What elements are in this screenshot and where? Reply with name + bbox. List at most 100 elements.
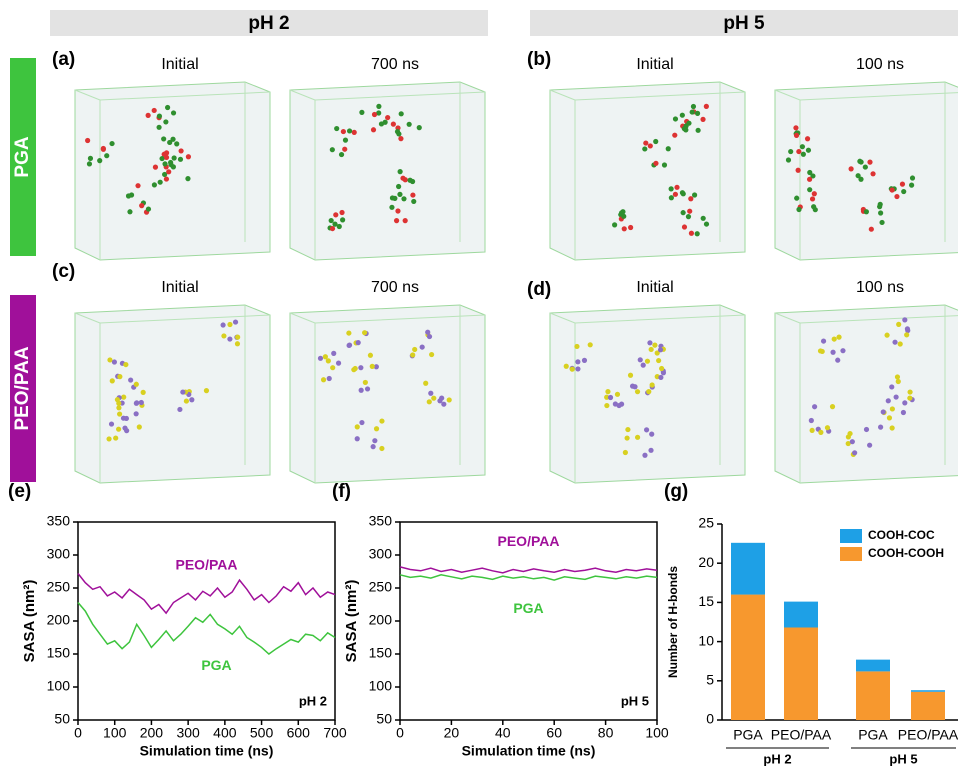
molecule-bead [159, 155, 165, 162]
molecule-bead [121, 394, 127, 400]
molecule-bead [637, 357, 643, 363]
molecule-bead [351, 129, 357, 135]
molecule-bead [355, 340, 361, 346]
molecule-bead [220, 322, 226, 328]
y-tick-label: 300 [369, 546, 393, 562]
molecule-bead [111, 359, 118, 365]
column-header: pH 5 [723, 13, 765, 34]
molecule-bead [796, 206, 802, 213]
molecule-bead [416, 125, 422, 131]
series-label: PGA [201, 657, 231, 673]
molecule-bead [221, 333, 227, 339]
panel-label: (c) [52, 261, 75, 282]
row-label: PEO/PAA [12, 346, 33, 430]
molecule-bead [232, 319, 239, 325]
panel-label: (e) [8, 481, 31, 502]
molecule-bead [117, 411, 123, 417]
molecule-bead [106, 436, 112, 442]
molecule-bead [398, 111, 404, 117]
x-tick-label: 500 [250, 725, 274, 741]
molecule-bead [325, 358, 331, 364]
molecule-bead [878, 424, 884, 430]
molecule-bead [116, 405, 122, 411]
molecule-bead [370, 444, 376, 450]
molecule-bead [358, 365, 364, 371]
y-tick-label: 5 [706, 672, 714, 688]
molecule-bead [437, 398, 443, 404]
molecule-bead [156, 113, 163, 119]
molecule-bead [624, 435, 630, 441]
molecule-bead [835, 357, 841, 363]
molecule-bead [634, 434, 641, 440]
molecule-bead [162, 171, 168, 178]
molecule-bead [685, 214, 692, 220]
bar-segment [911, 691, 945, 720]
molecule-bead [136, 424, 142, 430]
x-tick-label: 400 [213, 725, 237, 741]
molecule-bead [446, 397, 452, 403]
molecule-bead [632, 384, 638, 390]
molecule-bead [425, 329, 431, 335]
y-tick-label: 250 [369, 579, 393, 595]
molecule-bead [151, 107, 157, 114]
molecule-bead [133, 400, 139, 406]
column-header-bar [50, 10, 488, 36]
panel-label: (d) [527, 279, 551, 300]
molecule-bead [326, 375, 332, 382]
molecule-bead [811, 191, 817, 197]
bar-segment [856, 671, 890, 720]
molecule-bead [646, 389, 652, 395]
molecule-bead [687, 208, 693, 214]
molecule-bead [140, 389, 146, 395]
molecule-bead [857, 158, 863, 164]
simulation-box [289, 81, 486, 261]
plot-frame [399, 521, 658, 721]
molecule-bead [135, 183, 141, 189]
panel-label: (a) [52, 49, 75, 70]
series-label: PEO/PAA [176, 556, 238, 572]
simulation-box [74, 81, 271, 261]
molecule-bead [124, 428, 130, 434]
molecule-bead [86, 161, 93, 167]
molecule-bead [370, 127, 377, 133]
molecule-bead [396, 131, 402, 137]
molecule-bead [889, 406, 895, 412]
bar-segment [856, 659, 890, 672]
plot-frame [77, 521, 336, 721]
molecule-bead [836, 334, 842, 340]
frame-title: 700 ns [371, 279, 419, 296]
molecule-bead [665, 146, 671, 152]
x-tick-label: 700 [323, 725, 347, 741]
molecule-bead [423, 380, 429, 386]
molecule-bead [612, 222, 618, 228]
y-tick-label: 20 [698, 554, 714, 570]
bar-segment [731, 594, 765, 720]
molecule-bead [397, 169, 403, 175]
frame-title: 700 ns [371, 56, 419, 73]
molecule-bead [895, 378, 901, 385]
frame-title: Initial [161, 279, 198, 296]
molecule-bead [410, 352, 416, 358]
molecule-bead [340, 217, 346, 223]
y-tick-label: 150 [369, 645, 393, 661]
molecule-bead [703, 221, 710, 227]
molecule-bead [114, 397, 121, 403]
molecule-bead [679, 190, 686, 196]
y-tick-label: 25 [698, 515, 714, 531]
molecule-bead [145, 112, 151, 118]
molecule-bead [178, 148, 184, 154]
molecule-bead [152, 164, 159, 170]
molecule-bead [845, 440, 851, 447]
molecule-bead [359, 109, 365, 115]
molecule-bead [656, 357, 662, 364]
molecule-bead [680, 210, 686, 216]
molecule-bead [647, 143, 653, 149]
molecule-bead [863, 209, 869, 215]
molecule-bead [235, 334, 241, 340]
molecule-bead [820, 338, 827, 344]
x-tick-label: 20 [444, 725, 460, 741]
molecule-bead [902, 317, 908, 323]
molecule-bead [171, 155, 177, 161]
x-tick-label: 80 [598, 725, 614, 741]
molecule-bead [128, 377, 134, 383]
